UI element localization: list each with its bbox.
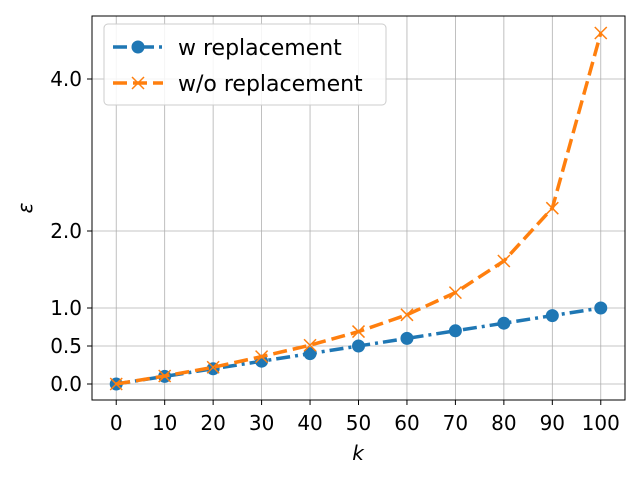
y-tick-label: 2.0 — [50, 219, 82, 243]
x-tick-label: 100 — [582, 411, 620, 435]
y-tick-label: 1.0 — [50, 296, 82, 320]
data-point — [400, 308, 414, 322]
x-tick-label: 60 — [394, 411, 419, 435]
legend-label: w replacement — [178, 36, 342, 61]
series-w-o-replacement — [109, 26, 608, 391]
data-point — [594, 26, 608, 40]
data-point — [545, 201, 559, 215]
x-tick-label: 50 — [346, 411, 371, 435]
data-point — [303, 347, 317, 361]
x-tick-label: 20 — [200, 411, 225, 435]
x-tick-label: 30 — [249, 411, 274, 435]
data-point — [497, 254, 511, 268]
x-axis-label: k — [352, 441, 365, 465]
x-tick-label: 10 — [152, 411, 177, 435]
x-tick-label: 80 — [491, 411, 516, 435]
y-axis-ticks: 0.0 0.5 1.0 2.0 4.0 — [50, 67, 92, 396]
data-point — [594, 301, 608, 315]
data-point — [131, 76, 145, 90]
data-point — [206, 360, 220, 374]
data-point — [109, 377, 123, 391]
data-point — [448, 286, 462, 300]
data-point — [303, 338, 317, 352]
y-axis-label: ε — [13, 202, 37, 213]
x-tick-label: 0 — [110, 411, 123, 435]
data-point — [448, 324, 462, 338]
data-point — [497, 316, 511, 330]
data-point — [351, 325, 366, 339]
x-tick-label: 70 — [443, 411, 468, 435]
data-point — [131, 40, 145, 54]
data-point — [158, 369, 172, 383]
legend-label: w/o replacement — [178, 72, 363, 97]
data-point — [352, 339, 365, 353]
y-tick-label: 4.0 — [50, 67, 82, 91]
data-point — [545, 309, 559, 323]
legend-box — [103, 23, 387, 106]
data-point — [400, 331, 414, 345]
data-point — [255, 350, 269, 364]
series-layer — [109, 26, 608, 391]
x-axis-ticks: 0 10 20 30 40 50 60 70 80 90 100 — [110, 400, 620, 435]
legend-item: w/o replacement — [113, 72, 363, 97]
x-tick-label: 90 — [540, 411, 565, 435]
y-tick-label: 0.0 — [50, 372, 82, 396]
legend-item: w replacement — [113, 36, 342, 61]
legend: w replacement w/o replacement — [103, 23, 387, 106]
y-tick-label: 0.5 — [50, 334, 82, 358]
x-tick-label: 40 — [297, 411, 322, 435]
